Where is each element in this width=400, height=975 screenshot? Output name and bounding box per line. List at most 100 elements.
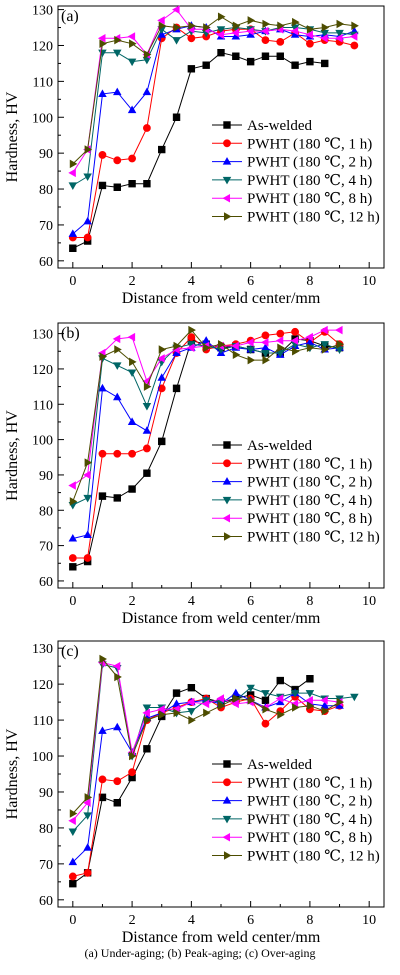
data-point bbox=[158, 345, 167, 354]
data-point bbox=[260, 338, 269, 347]
data-point bbox=[275, 336, 284, 345]
data-point bbox=[217, 12, 226, 22]
data-point bbox=[157, 384, 166, 393]
data-point bbox=[84, 793, 93, 802]
data-point bbox=[187, 708, 196, 716]
data-point bbox=[129, 357, 137, 367]
data-point bbox=[98, 89, 107, 97]
data-point bbox=[69, 563, 77, 571]
data-point bbox=[172, 113, 181, 121]
data-point bbox=[143, 469, 151, 477]
data-point bbox=[113, 722, 122, 731]
chart-panel-b: 0 2 4 6 8 10 60 70 80 90 100 110 120 130 Distance from… bbox=[4, 322, 385, 627]
x-axis-title: Distance from weld center/mm bbox=[122, 610, 321, 627]
data-point bbox=[275, 694, 284, 703]
x-tick-label: 4 bbox=[188, 913, 195, 928]
data-point bbox=[98, 151, 107, 159]
data-point bbox=[158, 710, 167, 719]
plot-frame bbox=[57, 640, 385, 908]
data-point bbox=[349, 32, 358, 41]
data-point bbox=[68, 229, 78, 237]
data-point bbox=[173, 341, 182, 351]
data-point bbox=[68, 828, 78, 837]
data-point bbox=[320, 29, 329, 38]
y-tick-label: 60 bbox=[39, 575, 53, 590]
x-tick-label: 6 bbox=[247, 274, 254, 289]
data-point bbox=[291, 327, 299, 336]
legend-label: PWHT (180 ℃, 12 h) bbox=[247, 530, 380, 546]
data-point bbox=[69, 809, 78, 818]
legend-marker bbox=[222, 513, 231, 523]
y-tick-label: 100 bbox=[32, 750, 53, 765]
data-point bbox=[97, 34, 106, 43]
data-point bbox=[306, 343, 315, 352]
data-point bbox=[188, 325, 196, 335]
data-point bbox=[350, 693, 359, 702]
data-point bbox=[261, 350, 270, 358]
legend-label: As-welded bbox=[247, 438, 312, 454]
data-point bbox=[142, 87, 152, 96]
x-tick-label: 0 bbox=[69, 594, 76, 609]
data-point bbox=[231, 688, 241, 697]
legend-marker bbox=[222, 832, 231, 842]
data-point bbox=[306, 675, 314, 683]
data-point bbox=[276, 52, 284, 60]
data-point bbox=[128, 485, 136, 493]
data-point bbox=[83, 530, 92, 539]
data-point bbox=[290, 26, 299, 36]
x-tick-label: 6 bbox=[247, 913, 254, 928]
panel-label: (b) bbox=[61, 325, 80, 342]
data-point bbox=[261, 690, 270, 698]
data-point bbox=[232, 21, 241, 30]
y-tick-label: 70 bbox=[39, 540, 53, 555]
x-tick-label: 8 bbox=[306, 594, 313, 609]
legend-label: As-welded bbox=[247, 118, 312, 134]
data-point bbox=[99, 352, 107, 361]
data-point bbox=[157, 354, 165, 363]
y-tick-label: 120 bbox=[32, 678, 53, 693]
y-tick-label: 80 bbox=[39, 822, 53, 837]
data-point bbox=[336, 19, 345, 29]
data-point bbox=[127, 58, 137, 67]
data-point bbox=[143, 382, 152, 391]
data-point bbox=[83, 843, 92, 851]
data-point bbox=[114, 35, 122, 45]
y-tick-label: 110 bbox=[33, 714, 53, 729]
data-point bbox=[321, 706, 330, 716]
data-point bbox=[127, 105, 137, 114]
data-point bbox=[68, 872, 77, 881]
data-point bbox=[217, 339, 226, 349]
data-point bbox=[320, 696, 328, 705]
y-tick-label: 60 bbox=[39, 894, 53, 909]
data-point bbox=[276, 329, 285, 338]
data-point bbox=[246, 346, 255, 355]
data-point bbox=[188, 715, 196, 725]
data-point bbox=[201, 699, 210, 709]
data-point bbox=[68, 534, 78, 542]
data-point bbox=[143, 124, 151, 132]
data-point bbox=[290, 690, 300, 698]
y-tick-label: 100 bbox=[32, 111, 53, 126]
data-point bbox=[128, 179, 136, 188]
data-point bbox=[158, 21, 167, 30]
y-tick-label: 80 bbox=[39, 183, 53, 198]
legend-marker bbox=[223, 139, 231, 148]
data-point bbox=[113, 777, 122, 786]
data-point bbox=[291, 61, 299, 69]
data-point bbox=[83, 470, 91, 480]
data-point bbox=[277, 343, 285, 352]
data-point bbox=[129, 39, 137, 48]
legend-marker bbox=[223, 778, 231, 787]
y-tick-label: 120 bbox=[32, 363, 53, 378]
data-point bbox=[68, 182, 78, 190]
data-point bbox=[305, 332, 313, 342]
data-point bbox=[98, 775, 107, 784]
data-point bbox=[216, 694, 225, 703]
legend-marker bbox=[223, 851, 232, 860]
legend-marker bbox=[222, 193, 231, 203]
data-point bbox=[69, 244, 77, 252]
x-tick-label: 2 bbox=[129, 913, 136, 928]
data-point bbox=[186, 697, 195, 707]
data-point bbox=[173, 23, 182, 32]
